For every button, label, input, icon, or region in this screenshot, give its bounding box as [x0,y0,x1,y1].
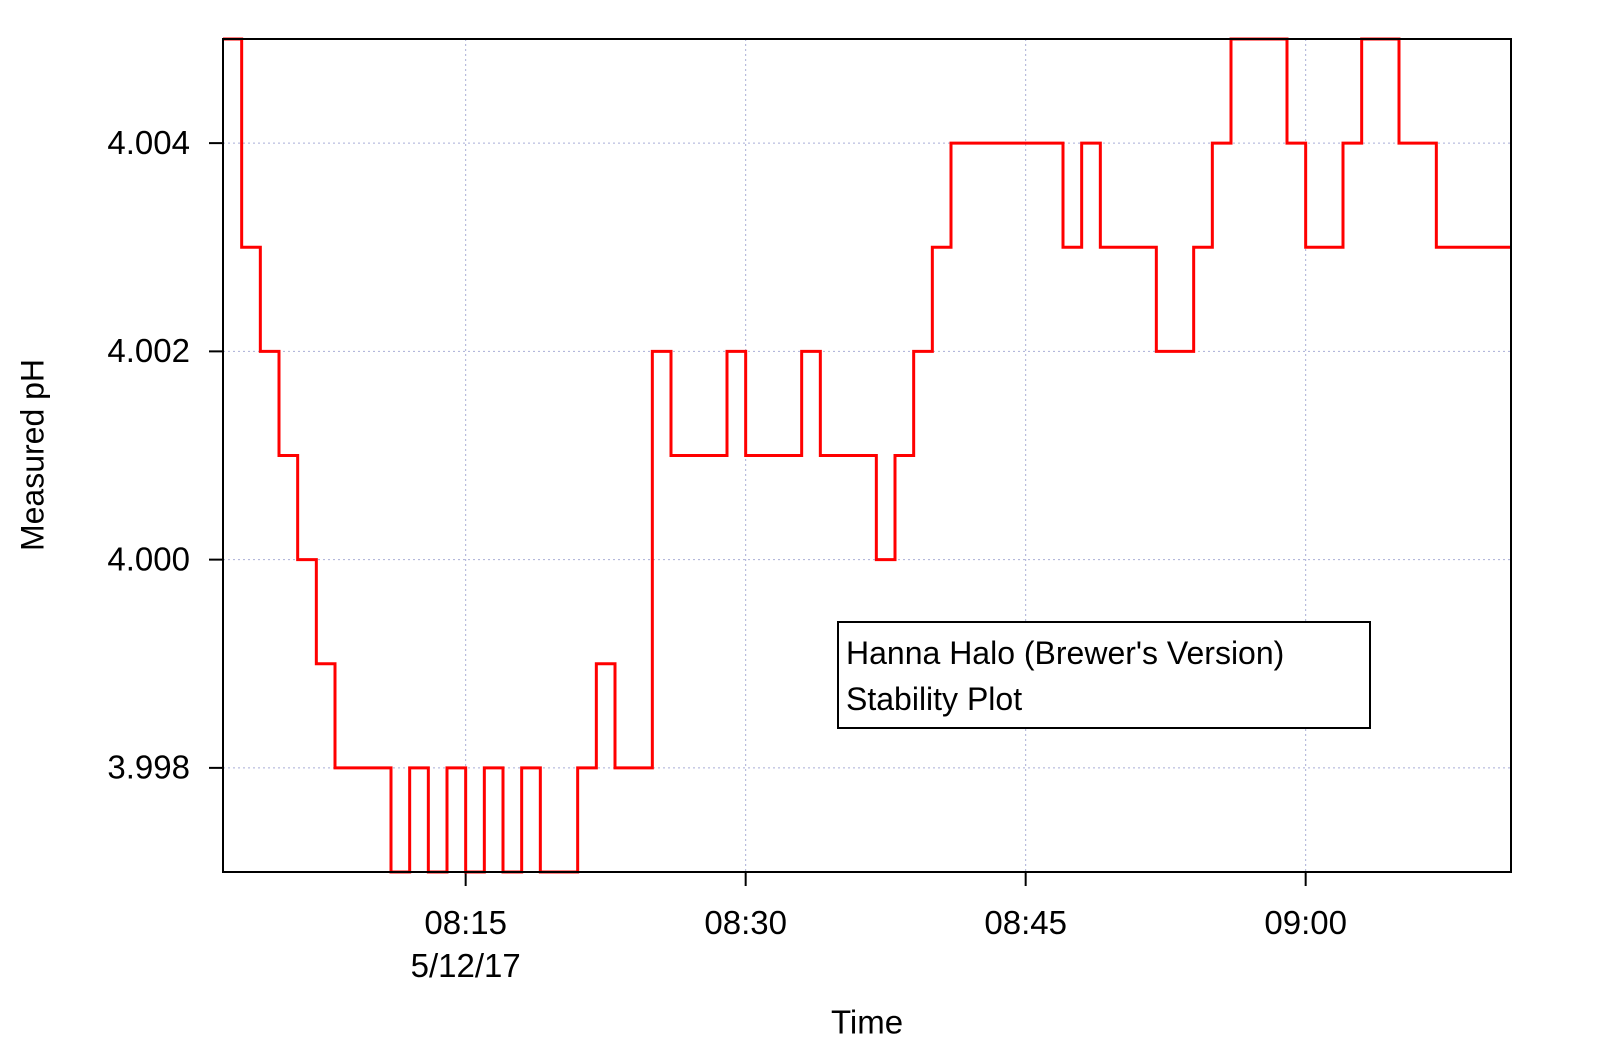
annotation-text: Stability Plot [846,681,1022,717]
y-tick-label: 3.998 [107,749,190,786]
x-tick-label: 08:30 [704,904,787,941]
annotation-box [837,621,1371,729]
y-tick-label: 4.000 [107,540,190,577]
annotation-text: Hanna Halo (Brewer's Version) [846,635,1284,671]
y-tick-label: 4.002 [107,332,190,369]
data-line [223,37,1511,874]
x-axis-label: Time [831,1004,903,1041]
x-tick-label: 08:15 [424,904,507,941]
x-tick-label: 08:45 [984,904,1067,941]
x-tick-label: 09:00 [1264,904,1347,941]
y-tick-label: 4.004 [107,124,190,161]
x-date-label: 5/12/17 [411,947,521,984]
plot-frame [222,38,1512,873]
y-axis-label: Measured pH [14,359,50,551]
